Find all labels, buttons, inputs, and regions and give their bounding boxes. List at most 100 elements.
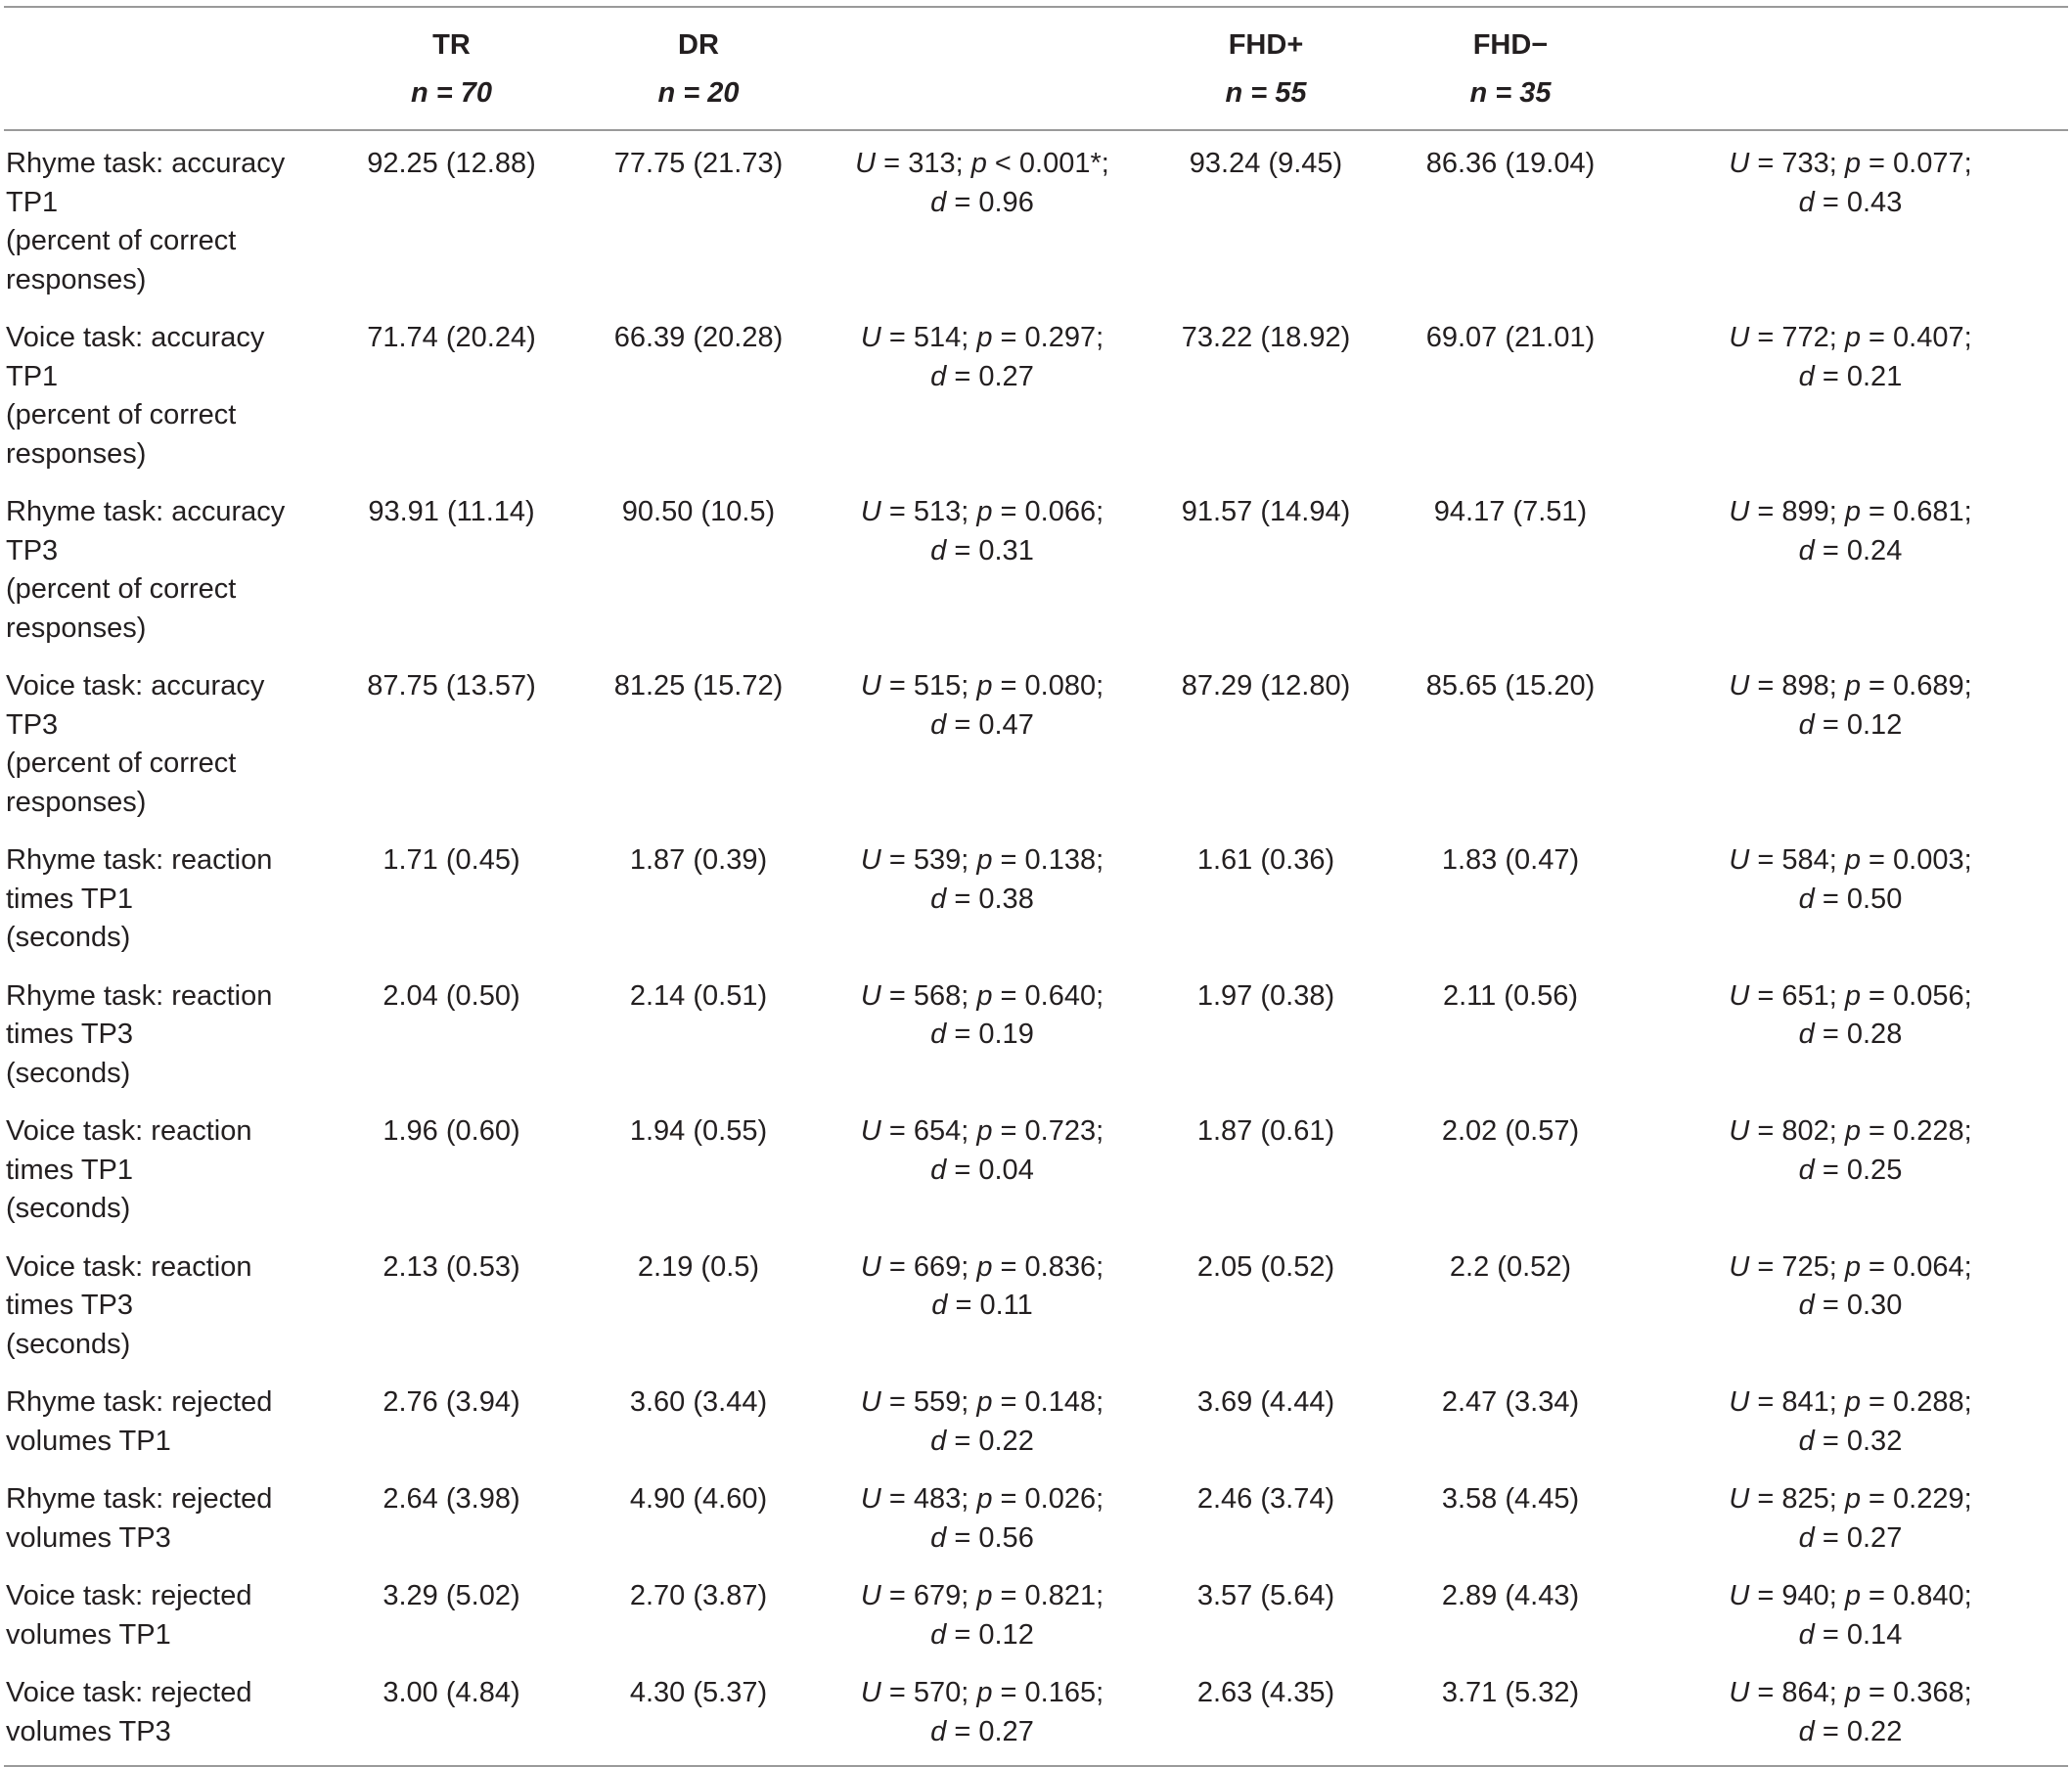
row-label-line: (percent of correct <box>6 748 237 779</box>
stat-d-line: d = 0.27 <box>1798 1521 1903 1554</box>
p-value: 0.148 <box>1024 1386 1097 1418</box>
value-cell-fhdm: 3.58 (4.45) <box>1441 1483 1580 1515</box>
value-cell-dr: 90.50 (10.5) <box>621 496 776 527</box>
stat-u-p-line: U = 483; p = 0.026; <box>860 1483 1104 1515</box>
p-value: 0.407 <box>1893 322 1964 353</box>
row-label-line: Voice task: rejected <box>6 1580 252 1611</box>
row-label: Rhyme task: accuracy TP1 (percent of corre… <box>4 130 327 305</box>
u-value: 825 <box>1781 1483 1829 1515</box>
stat-u-p-line: U = 515; p = 0.080; <box>860 670 1104 702</box>
stat-cell-test2: U = 725; p = 0.064; d = 0.30 <box>1633 1235 2068 1371</box>
d-value: 0.27 <box>978 360 1034 392</box>
header-n-fhdp: n = 55 <box>1225 77 1307 109</box>
u-value: 898 <box>1781 670 1829 702</box>
stat-cell-test1: U = 483; p = 0.026; d = 0.56 <box>821 1467 1144 1563</box>
value-cell-dr: 2.14 (0.51) <box>629 979 768 1012</box>
row-label-line: Voice task: rejected <box>6 1677 252 1708</box>
value-cell-tr: 2.64 (3.98) <box>383 1483 520 1515</box>
stat-u-p-line: U = 514; p = 0.297; <box>860 322 1104 353</box>
stat-cell-test1: U = 654; p = 0.723; d = 0.04 <box>821 1099 1144 1235</box>
row-label-line: (percent of correct <box>6 399 237 430</box>
p-value: 0.681 <box>1893 496 1964 527</box>
table-row: Rhyme task: accuracy TP3 (percent of corre… <box>4 479 2068 654</box>
value-cell-fhdm: 94.17 (7.51) <box>1433 496 1588 527</box>
stat-d-line: d = 0.12 <box>930 1618 1034 1651</box>
value-cell-fhdp: 93.24 (9.45) <box>1189 148 1343 179</box>
d-value: 0.30 <box>1846 1290 1903 1321</box>
table-row: Voice task: rejected volumes TP3 3.00 (4.8… <box>4 1660 2068 1767</box>
value-cell-tr: 93.91 (11.14) <box>368 496 535 527</box>
stat-u-p-line: U = 669; p = 0.836; <box>860 1250 1104 1283</box>
p-value: 0.288 <box>1893 1386 1964 1418</box>
value-cell-fhdp: 1.87 (0.61) <box>1196 1115 1335 1147</box>
value-cell-dr: 1.87 (0.39) <box>629 844 768 876</box>
stat-u-p-line: U = 825; p = 0.229; <box>1729 1483 1972 1515</box>
u-value: 669 <box>913 1250 962 1283</box>
u-value: 514 <box>913 322 962 353</box>
p-value: 0.297 <box>1024 322 1097 353</box>
stat-d-line: d = 0.50 <box>1798 883 1903 915</box>
d-value: 0.22 <box>978 1425 1034 1457</box>
stat-d-line: d = 0.28 <box>1798 1019 1903 1050</box>
stat-d-line: d = 0.12 <box>1798 708 1903 741</box>
header-row: TR n = 70 DR n = 20 FHD+ n = 55 FHD− n = 35 <box>4 6 2068 131</box>
stat-u-p-line: U = 513; p = 0.066; <box>860 496 1104 527</box>
row-label: Rhyme task: rejected volumes TP3 <box>4 1467 327 1563</box>
u-value: 559 <box>913 1386 962 1418</box>
row-label-line: volumes TP3 <box>6 1715 171 1747</box>
value-cell-fhdm: 2.47 (3.34) <box>1441 1386 1580 1418</box>
p-value: 0.821 <box>1024 1580 1097 1611</box>
row-label-line: Rhyme task: reaction <box>6 844 273 876</box>
value-cell-dr: 3.60 (3.44) <box>629 1386 768 1418</box>
value-cell-dr: 81.25 (15.72) <box>613 670 784 702</box>
p-value: 0.229 <box>1893 1483 1964 1515</box>
u-value: 679 <box>913 1580 962 1611</box>
stat-cell-test2: U = 864; p = 0.368; d = 0.22 <box>1633 1660 2068 1767</box>
row-label: Voice task: rejected volumes TP1 <box>4 1563 327 1660</box>
row-label: Rhyme task: reaction times TP3 (seconds) <box>4 964 327 1100</box>
d-value: 0.96 <box>978 186 1034 218</box>
row-label-line: Rhyme task: reaction <box>6 979 273 1012</box>
row-label-line: volumes TP1 <box>6 1425 171 1457</box>
results-table-container: TR n = 70 DR n = 20 FHD+ n = 55 FHD− n = 35 Rh… <box>4 6 2068 1767</box>
stat-cell-test2: U = 584; p = 0.003; d = 0.50 <box>1633 828 2068 964</box>
value-cell-dr: 4.90 (4.60) <box>629 1483 768 1515</box>
stat-u-p-line: U = 651; p = 0.056; <box>1729 979 1972 1012</box>
stat-cell-test1: U = 313; p < 0.001*; d = 0.96 <box>821 130 1144 305</box>
stat-cell-test2: U = 651; p = 0.056; d = 0.28 <box>1633 964 2068 1100</box>
header-cell-label <box>4 6 327 131</box>
stat-cell-test1: U = 679; p = 0.821; d = 0.12 <box>821 1563 1144 1660</box>
value-cell-fhdm: 85.65 (15.20) <box>1425 670 1596 702</box>
value-cell-fhdp: 3.69 (4.44) <box>1196 1386 1335 1418</box>
stat-cell-test1: U = 568; p = 0.640; d = 0.19 <box>821 964 1144 1100</box>
stat-cell-test2: U = 898; p = 0.689; d = 0.12 <box>1633 654 2068 828</box>
value-cell-fhdp: 2.46 (3.74) <box>1196 1483 1335 1515</box>
stat-u-p-line: U = 654; p = 0.723; <box>860 1115 1104 1147</box>
value-cell-tr: 3.00 (4.84) <box>327 1660 576 1767</box>
row-label-line: times TP3 <box>6 1019 134 1050</box>
p-value: 0.077 <box>1893 148 1964 179</box>
row-label-line: volumes TP3 <box>6 1521 171 1554</box>
table-row: Voice task: accuracy TP3 (percent of corre… <box>4 654 2068 828</box>
stat-u-p-line: U = 568; p = 0.640; <box>860 979 1104 1012</box>
row-label: Rhyme task: accuracy TP3 (percent of corre… <box>4 479 327 654</box>
stat-u-p-line: U = 679; p = 0.821; <box>860 1580 1104 1611</box>
d-value: 0.47 <box>978 708 1034 741</box>
stat-cell-test2: U = 940; p = 0.840; d = 0.14 <box>1633 1563 2068 1660</box>
value-cell-tr: 1.71 (0.45) <box>383 844 520 876</box>
d-value: 0.04 <box>978 1154 1034 1186</box>
u-value: 725 <box>1781 1250 1829 1283</box>
d-value: 0.22 <box>1846 1715 1903 1747</box>
d-value: 0.25 <box>1846 1154 1903 1186</box>
row-label-line: Rhyme task: rejected <box>6 1483 273 1515</box>
p-value: 0.064 <box>1893 1250 1964 1283</box>
stat-d-line: d = 0.04 <box>930 1154 1034 1186</box>
value-cell-fhdm: 2.2 (0.52) <box>1449 1250 1572 1283</box>
value-cell-fhdp: 87.29 (12.80) <box>1181 670 1351 702</box>
value-cell-tr: 3.29 (5.02) <box>383 1580 520 1611</box>
p-value: 0.228 <box>1893 1115 1964 1147</box>
u-value: 570 <box>913 1677 962 1708</box>
d-value: 0.21 <box>1846 360 1903 392</box>
table-row: Voice task: accuracy TP1 (percent of corre… <box>4 305 2068 479</box>
row-label: Rhyme task: reaction times TP1 (seconds) <box>4 828 327 964</box>
